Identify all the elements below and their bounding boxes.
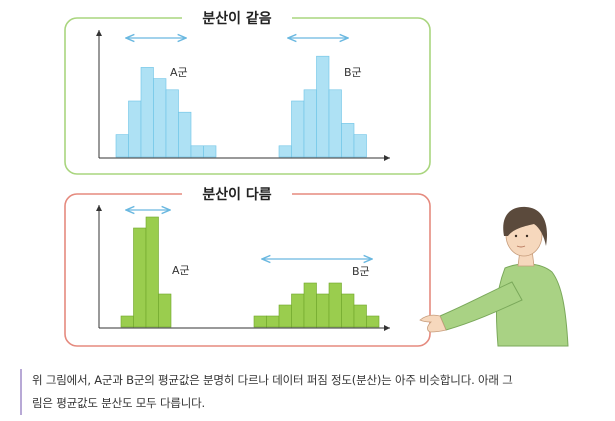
histogram-bar bbox=[203, 145, 217, 158]
panel-diff-bars bbox=[120, 216, 380, 328]
panel-same-variance: 분산이 같음 A군 B군 bbox=[64, 8, 431, 175]
histogram-bar bbox=[266, 315, 280, 328]
panel-same-title: 분산이 같음 bbox=[202, 10, 271, 27]
histogram-bar bbox=[128, 100, 142, 158]
panel-diff-b-label: B군 bbox=[352, 265, 370, 278]
histogram-bar bbox=[153, 78, 167, 158]
histogram-bar bbox=[158, 293, 172, 328]
panel-same-b-label: B군 bbox=[344, 66, 362, 79]
presenter-illustration bbox=[419, 206, 569, 347]
caption-line-1: 위 그림에서, A군과 B군의 평균값은 분명히 다르나 데이터 퍼짐 정도(분… bbox=[32, 373, 513, 387]
histogram-bar bbox=[145, 216, 159, 328]
histogram-bar bbox=[190, 145, 204, 158]
histogram-bar bbox=[165, 89, 179, 158]
panel-diff-title: 분산이 다름 bbox=[202, 186, 271, 203]
histogram-bar bbox=[291, 293, 305, 328]
histogram-bar bbox=[341, 293, 355, 328]
histogram-bar bbox=[328, 282, 342, 328]
panel-diff-a-label: A군 bbox=[172, 264, 190, 277]
histogram-bar bbox=[341, 123, 355, 158]
histogram-bar bbox=[328, 89, 342, 158]
histogram-bar bbox=[316, 293, 330, 328]
histogram-bar bbox=[140, 67, 154, 158]
histogram-bar bbox=[303, 89, 317, 158]
panel-different-variance: 분산이 다름 A군 B군 bbox=[64, 184, 431, 347]
histogram-bar bbox=[353, 134, 367, 158]
histogram-bar bbox=[303, 282, 317, 328]
histogram-bar bbox=[253, 315, 267, 328]
histogram-bar bbox=[115, 134, 129, 158]
panel-same-a-label: A군 bbox=[170, 66, 188, 79]
histogram-bar bbox=[353, 304, 367, 328]
panel-same-bars bbox=[115, 55, 367, 158]
histogram-bar bbox=[316, 55, 330, 158]
histogram-bar bbox=[366, 315, 380, 328]
histogram-bar bbox=[291, 100, 305, 158]
histogram-bar bbox=[120, 315, 134, 328]
histogram-bar bbox=[278, 145, 292, 158]
caption-line-2: 림은 평균값도 분산도 모두 다릅니다. bbox=[32, 396, 205, 410]
histogram-bar bbox=[133, 227, 147, 328]
histogram-bar bbox=[178, 111, 192, 158]
histogram-bar bbox=[278, 304, 292, 328]
caption: 위 그림에서, A군과 B군의 평균값은 분명히 다르나 데이터 퍼짐 정도(분… bbox=[20, 369, 615, 415]
